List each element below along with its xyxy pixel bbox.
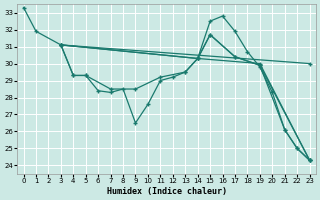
X-axis label: Humidex (Indice chaleur): Humidex (Indice chaleur) [107,187,227,196]
